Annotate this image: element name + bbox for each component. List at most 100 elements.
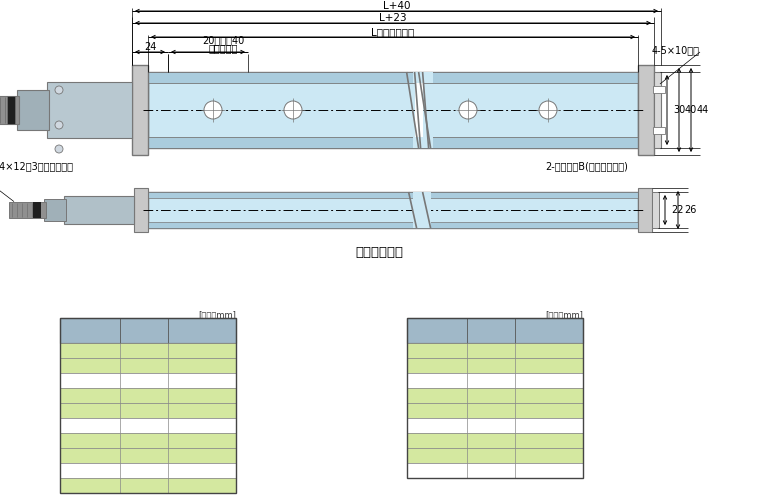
Text: JS-U19: JS-U19: [420, 390, 454, 400]
Bar: [407, 463, 583, 478]
Bar: [407, 433, 583, 448]
Text: JS-U18: JS-U18: [420, 375, 454, 385]
Text: 20: 20: [543, 406, 556, 416]
Text: JS-U14: JS-U14: [73, 466, 107, 476]
Text: 832: 832: [143, 406, 163, 416]
Text: JS-U24: JS-U24: [420, 466, 454, 476]
Text: 22: 22: [671, 205, 684, 215]
Text: 44: 44: [697, 105, 709, 115]
Text: [単位：mm]: [単位：mm]: [545, 310, 583, 319]
Text: 20または40: 20または40: [202, 35, 244, 45]
Text: 17: 17: [543, 361, 556, 371]
Bar: [148, 192, 638, 198]
Text: 形式: 形式: [432, 326, 442, 335]
Text: 7: 7: [199, 361, 206, 371]
Bar: [64, 196, 134, 224]
Text: 1552: 1552: [483, 390, 510, 400]
Text: 30: 30: [673, 105, 685, 115]
Text: 14: 14: [195, 466, 209, 476]
Circle shape: [55, 121, 63, 129]
Text: 26: 26: [684, 205, 696, 215]
Bar: [407, 448, 583, 463]
Text: 672: 672: [143, 375, 163, 385]
Bar: [17, 90, 49, 129]
Bar: [148, 192, 638, 228]
Text: 11: 11: [195, 421, 209, 431]
Text: 6: 6: [199, 346, 206, 356]
Text: 18: 18: [543, 375, 556, 385]
Bar: [60, 403, 236, 418]
Bar: [44, 199, 66, 221]
Bar: [638, 188, 652, 232]
Bar: [413, 137, 433, 148]
Bar: [638, 65, 654, 155]
Bar: [132, 65, 148, 155]
Bar: [148, 72, 638, 148]
Circle shape: [55, 86, 63, 94]
Text: 4-M4×12　3点セムスねじ: 4-M4×12 3点セムスねじ: [0, 161, 74, 171]
Text: 512: 512: [143, 346, 163, 356]
Text: 592: 592: [143, 361, 163, 371]
Text: 1952: 1952: [483, 466, 510, 476]
Text: 22: 22: [543, 435, 556, 445]
Text: JS-U22: JS-U22: [420, 435, 454, 445]
Text: 992: 992: [143, 435, 163, 445]
Bar: [653, 127, 665, 134]
Bar: [148, 72, 638, 83]
Bar: [60, 478, 236, 493]
Text: L寸法: L寸法: [136, 326, 152, 335]
Text: 光軸ピッチ: 光軸ピッチ: [208, 43, 238, 53]
Bar: [407, 418, 583, 433]
Text: 1792: 1792: [483, 435, 510, 445]
Text: 24: 24: [543, 466, 556, 476]
Text: 24: 24: [143, 42, 156, 52]
Bar: [60, 318, 236, 493]
Text: JS-U15: JS-U15: [73, 481, 107, 491]
Circle shape: [284, 101, 302, 119]
Bar: [407, 403, 583, 418]
Bar: [407, 318, 583, 343]
Text: 1872: 1872: [483, 450, 510, 460]
Text: JS-U7: JS-U7: [76, 361, 104, 371]
Text: 2-取付金具B(角度調整可能): 2-取付金具B(角度調整可能): [545, 161, 628, 171]
Circle shape: [539, 101, 557, 119]
Text: 9: 9: [199, 390, 206, 400]
Text: 752: 752: [143, 390, 163, 400]
Text: 23: 23: [543, 450, 556, 460]
Bar: [654, 72, 661, 148]
Text: 16: 16: [543, 346, 556, 356]
Text: 1712: 1712: [483, 421, 510, 431]
Text: 適合ユニット数
(シリーズ共通): 適合ユニット数 (シリーズ共通): [182, 320, 222, 341]
Text: JS-U12: JS-U12: [73, 435, 107, 445]
Circle shape: [204, 101, 222, 119]
Text: JS-U10: JS-U10: [73, 406, 107, 416]
Text: 形式: 形式: [84, 326, 96, 335]
Text: L+40: L+40: [383, 1, 411, 11]
Text: JS-U20: JS-U20: [420, 406, 454, 416]
Circle shape: [459, 101, 477, 119]
Bar: [60, 388, 236, 403]
Text: 19: 19: [543, 390, 556, 400]
Text: 15: 15: [195, 481, 209, 491]
Text: 13: 13: [195, 450, 209, 460]
Bar: [60, 318, 236, 343]
Text: JS-U13: JS-U13: [73, 450, 107, 460]
Text: 1632: 1632: [483, 406, 510, 416]
Text: 21: 21: [543, 421, 556, 431]
Text: 8: 8: [199, 375, 206, 385]
Text: JS-U11: JS-U11: [73, 421, 107, 431]
Text: JS-U6: JS-U6: [76, 346, 104, 356]
Text: JS-U21: JS-U21: [420, 421, 454, 431]
Bar: [652, 192, 659, 228]
Text: 1152: 1152: [137, 466, 163, 476]
Bar: [407, 343, 583, 358]
Text: 1072: 1072: [137, 450, 163, 460]
Bar: [47, 82, 132, 138]
Text: L（下表参照）: L（下表参照）: [371, 27, 414, 37]
Text: 1312: 1312: [483, 346, 510, 356]
Text: L+23: L+23: [380, 13, 407, 23]
Text: 適合ユニット数
(シリーズ共通): 適合ユニット数 (シリーズ共通): [529, 320, 568, 341]
Text: 40: 40: [685, 105, 698, 115]
Bar: [413, 192, 430, 228]
Bar: [414, 72, 423, 148]
